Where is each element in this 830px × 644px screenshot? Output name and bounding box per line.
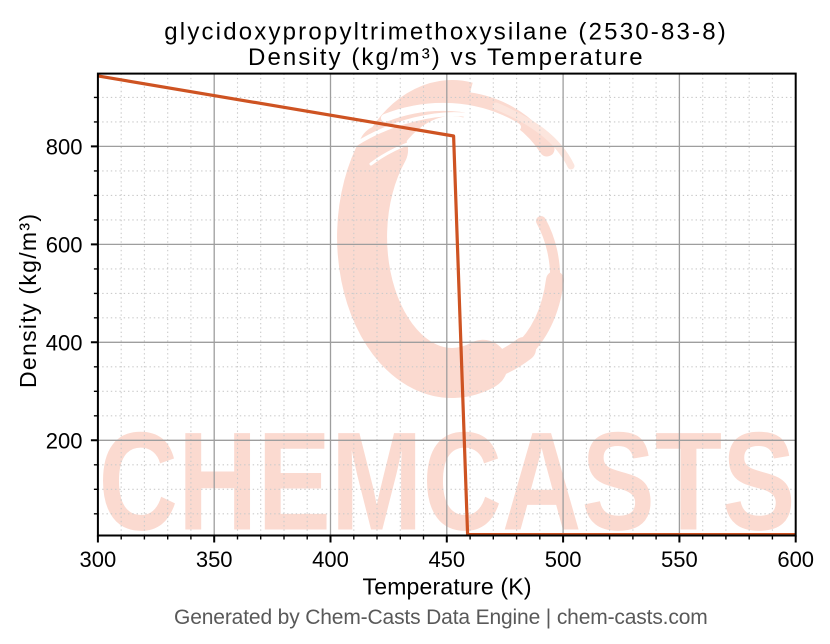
svg-text:300: 300 <box>80 547 117 572</box>
svg-text:350: 350 <box>196 547 233 572</box>
svg-text:400: 400 <box>46 330 83 355</box>
svg-text:600: 600 <box>777 547 814 572</box>
svg-text:Temperature (K): Temperature (K) <box>363 574 532 600</box>
svg-text:400: 400 <box>312 547 349 572</box>
svg-text:550: 550 <box>661 547 698 572</box>
svg-text:450: 450 <box>428 547 465 572</box>
svg-text:200: 200 <box>46 428 83 453</box>
svg-text:600: 600 <box>46 233 83 258</box>
svg-text:800: 800 <box>46 135 83 160</box>
svg-text:Generated by Chem-Casts Data E: Generated by Chem-Casts Data Engine | ch… <box>174 606 708 629</box>
svg-text:Density (kg/m³) vs Temperature: Density (kg/m³) vs Temperature <box>248 44 643 71</box>
svg-text:Density (kg/m³): Density (kg/m³) <box>15 214 41 388</box>
svg-text:glycidoxypropyltrimethoxysilan: glycidoxypropyltrimethoxysilane (2530-83… <box>164 18 726 45</box>
svg-text:500: 500 <box>545 547 582 572</box>
